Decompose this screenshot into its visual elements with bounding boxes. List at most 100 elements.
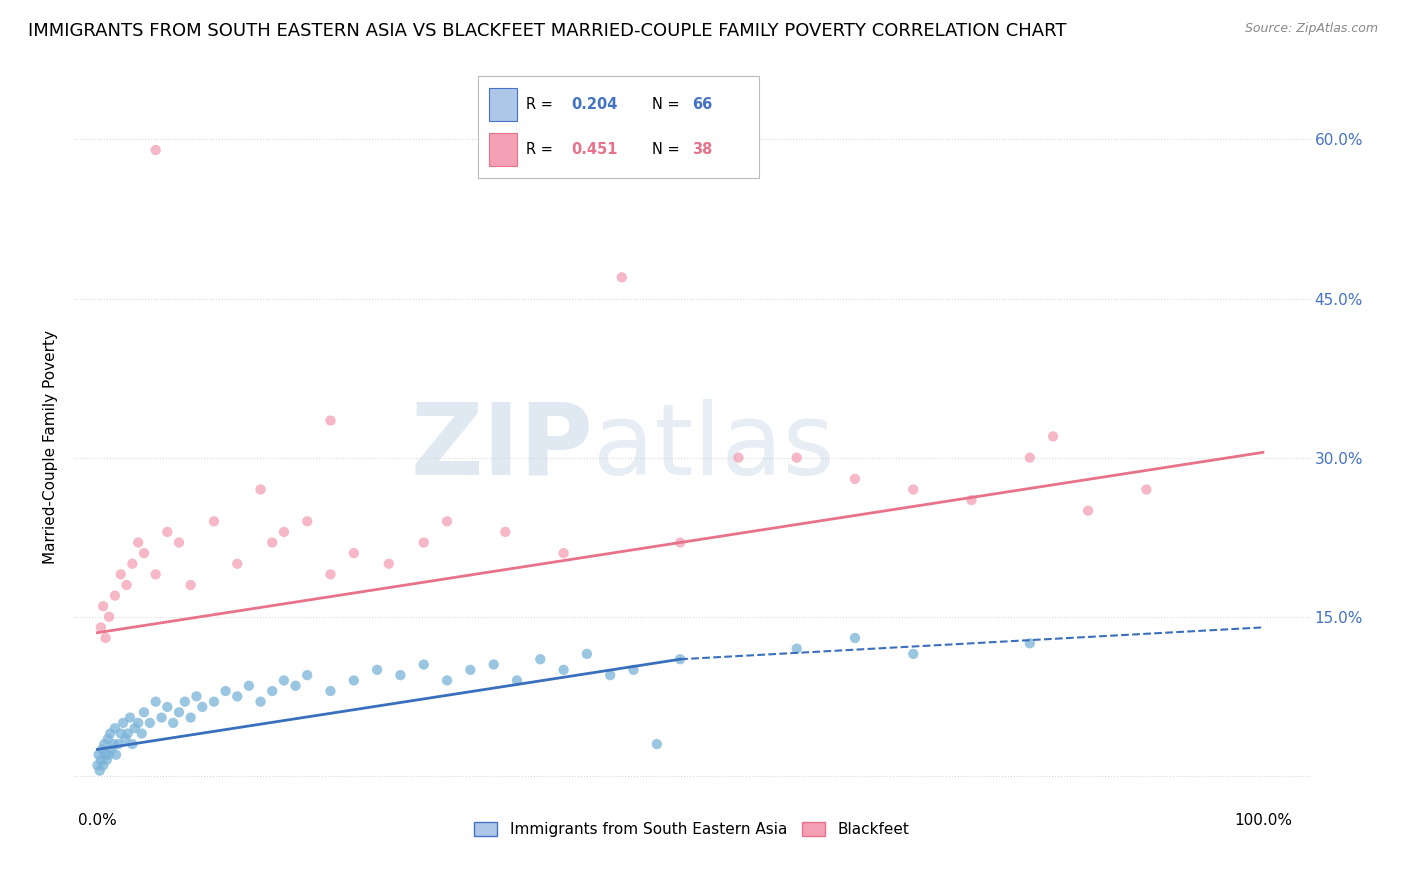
Point — [191, 700, 214, 714]
Point — [117, 726, 139, 740]
Point — [127, 535, 149, 549]
Point — [412, 535, 434, 549]
Y-axis label: Married-Couple Family Poverty: Married-Couple Family Poverty — [44, 330, 58, 564]
Point — [623, 663, 645, 677]
Point — [91, 599, 114, 614]
Point — [284, 679, 307, 693]
Bar — [489, 88, 517, 121]
Point — [124, 721, 146, 735]
Point — [669, 535, 692, 549]
Text: IMMIGRANTS FROM SOUTH EASTERN ASIA VS BLACKFEET MARRIED-COUPLE FAMILY POVERTY CO: IMMIGRANTS FROM SOUTH EASTERN ASIA VS BL… — [28, 22, 1067, 40]
Point — [156, 524, 179, 539]
Legend: Immigrants from South Eastern Asia, Blackfeet: Immigrants from South Eastern Asia, Blac… — [468, 816, 915, 844]
Point — [97, 731, 120, 746]
Point — [366, 663, 388, 677]
Text: R =: R = — [526, 96, 553, 112]
Point — [727, 450, 749, 465]
Point — [249, 483, 271, 497]
Point — [186, 690, 208, 704]
Point — [118, 710, 141, 724]
Point — [104, 589, 127, 603]
Point — [150, 710, 173, 724]
Point — [319, 684, 342, 698]
Point — [903, 647, 925, 661]
Point — [91, 758, 114, 772]
Point — [960, 493, 983, 508]
Point — [202, 514, 225, 528]
Point — [98, 726, 121, 740]
Text: Source: ZipAtlas.com: Source: ZipAtlas.com — [1244, 22, 1378, 36]
Point — [786, 641, 808, 656]
Text: 38: 38 — [692, 142, 711, 157]
Text: 0.204: 0.204 — [571, 96, 617, 112]
Point — [553, 546, 575, 560]
Point — [599, 668, 621, 682]
Point — [156, 700, 179, 714]
Point — [389, 668, 412, 682]
Text: 66: 66 — [692, 96, 711, 112]
Point — [90, 753, 112, 767]
Point — [87, 747, 110, 762]
Point — [273, 673, 295, 688]
Point — [214, 684, 236, 698]
Text: 0.451: 0.451 — [571, 142, 617, 157]
Point — [112, 715, 135, 730]
Point — [107, 737, 129, 751]
Point — [145, 567, 167, 582]
Point — [1077, 504, 1099, 518]
Point — [786, 450, 808, 465]
Point — [180, 578, 202, 592]
Point — [132, 546, 155, 560]
Point — [98, 609, 121, 624]
Point — [669, 652, 692, 666]
Point — [167, 706, 190, 720]
Point — [506, 673, 529, 688]
Point — [1018, 636, 1040, 650]
Point — [145, 695, 167, 709]
Point — [226, 557, 249, 571]
Point — [167, 535, 190, 549]
Text: R =: R = — [526, 142, 553, 157]
Point — [132, 706, 155, 720]
Point — [98, 747, 121, 762]
Point — [202, 695, 225, 709]
Point — [645, 737, 668, 751]
Point — [103, 737, 125, 751]
Point — [180, 710, 202, 724]
Point — [127, 715, 149, 730]
Point — [110, 726, 132, 740]
Point — [114, 731, 136, 746]
Text: ZIP: ZIP — [411, 399, 593, 496]
Point — [94, 747, 117, 762]
Point — [90, 620, 112, 634]
Point — [96, 753, 118, 767]
Point — [93, 737, 115, 751]
Text: N =: N = — [652, 142, 681, 157]
Point — [273, 524, 295, 539]
Bar — [489, 133, 517, 166]
Point — [226, 690, 249, 704]
Point — [104, 721, 127, 735]
Point — [115, 578, 138, 592]
Point — [412, 657, 434, 672]
Point — [145, 143, 167, 157]
Point — [553, 663, 575, 677]
Text: N =: N = — [652, 96, 681, 112]
Point — [295, 668, 318, 682]
Point — [121, 557, 143, 571]
Point — [1018, 450, 1040, 465]
Point — [110, 567, 132, 582]
Point — [529, 652, 551, 666]
Point — [91, 742, 114, 756]
Point — [100, 742, 122, 756]
Point — [319, 567, 342, 582]
Point — [295, 514, 318, 528]
Point — [844, 631, 866, 645]
Point — [262, 684, 284, 698]
Point — [436, 673, 458, 688]
Point — [249, 695, 271, 709]
Point — [86, 758, 108, 772]
Point — [162, 715, 184, 730]
Point — [1042, 429, 1064, 443]
Text: atlas: atlas — [593, 399, 835, 496]
